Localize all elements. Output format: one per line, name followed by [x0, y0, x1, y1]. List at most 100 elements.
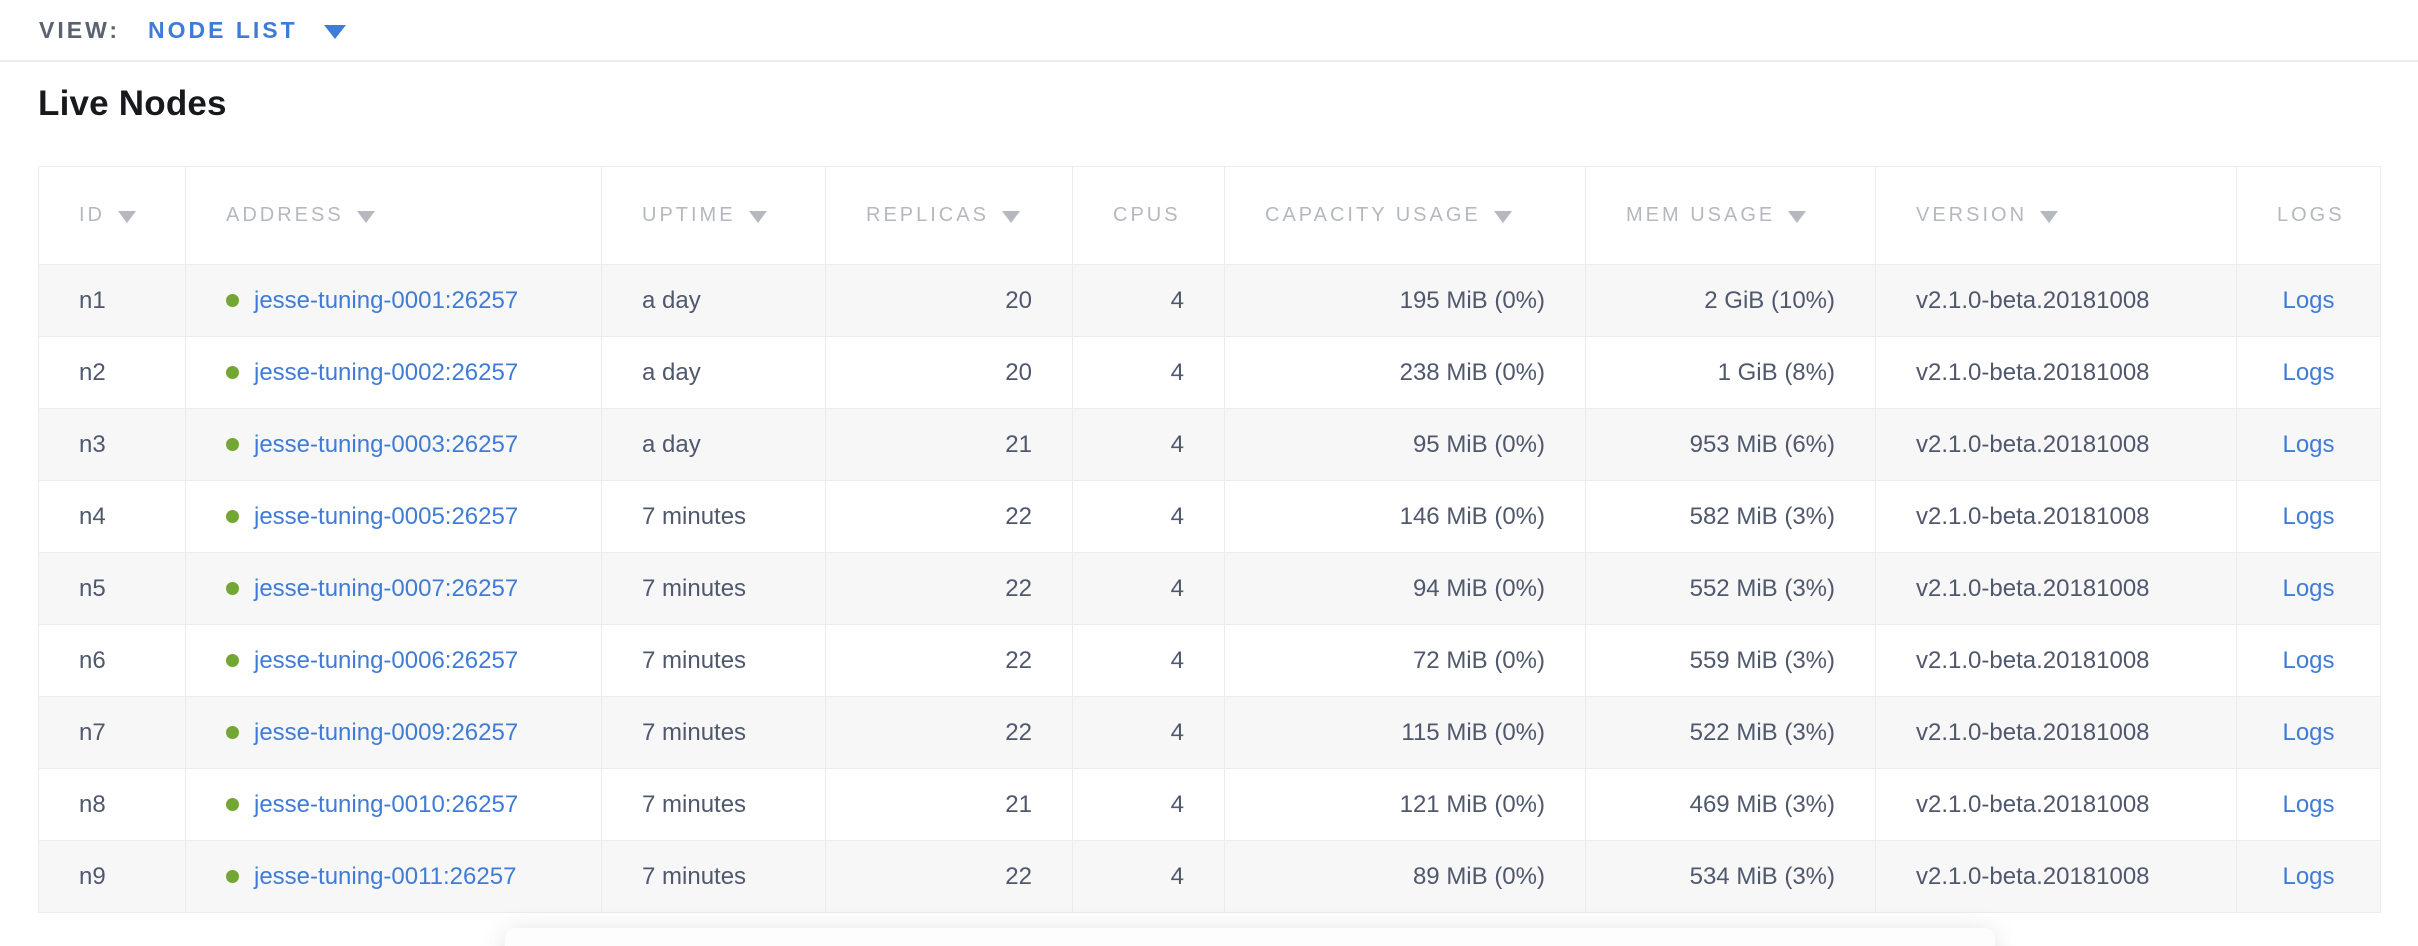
cell-mem-usage: 582 MiB (3%): [1585, 480, 1876, 553]
cell-address: jesse-tuning-0006:26257: [185, 624, 602, 697]
column-header-address[interactable]: ADDRESS: [185, 166, 602, 265]
column-header-capacity_usage[interactable]: CAPACITY USAGE: [1224, 166, 1586, 265]
column-header-id[interactable]: ID: [38, 166, 186, 265]
cell-replicas: 22: [825, 840, 1073, 913]
address-link[interactable]: jesse-tuning-0010:26257: [254, 790, 519, 818]
cell-cpus: 4: [1072, 552, 1225, 625]
table-row: n6 jesse-tuning-0006:26257 7 minutes 22 …: [38, 624, 2381, 697]
logs-link[interactable]: Logs: [2282, 502, 2335, 530]
cell-uptime: a day: [601, 264, 826, 337]
address-link[interactable]: jesse-tuning-0003:26257: [254, 430, 519, 458]
live-status-dot-icon: [226, 654, 239, 667]
cell-version: v2.1.0-beta.20181008: [1875, 552, 2237, 625]
cell-capacity-usage: 95 MiB (0%): [1224, 408, 1586, 481]
cell-uptime: 7 minutes: [601, 696, 826, 769]
cell-uptime: 7 minutes: [601, 552, 826, 625]
logs-link[interactable]: Logs: [2282, 358, 2335, 386]
sort-arrow-icon: [1493, 210, 1512, 223]
cell-id: n5: [38, 552, 186, 625]
cell-uptime: a day: [601, 408, 826, 481]
column-header-label: ADDRESS: [226, 204, 344, 226]
column-header-label: UPTIME: [642, 204, 736, 226]
main-content: Live Nodes ID ADDRESS UPTIME REPL: [0, 84, 2418, 913]
address-link[interactable]: jesse-tuning-0002:26257: [254, 358, 519, 386]
address-link[interactable]: jesse-tuning-0007:26257: [254, 574, 519, 602]
cell-address: jesse-tuning-0011:26257: [185, 840, 602, 913]
address-link[interactable]: jesse-tuning-0001:26257: [254, 286, 519, 314]
column-header-uptime[interactable]: UPTIME: [601, 166, 826, 265]
table-row: n8 jesse-tuning-0010:26257 7 minutes 21 …: [38, 768, 2381, 841]
cell-capacity-usage: 72 MiB (0%): [1224, 624, 1586, 697]
cell-id: n2: [38, 336, 186, 409]
cell-id: n6: [38, 624, 186, 697]
live-status-dot-icon: [226, 510, 239, 523]
column-header-logs[interactable]: LOGS: [2236, 166, 2381, 265]
live-status-dot-icon: [226, 366, 239, 379]
column-header-mem_usage[interactable]: MEM USAGE: [1585, 166, 1876, 265]
live-status-dot-icon: [226, 870, 239, 883]
cell-address: jesse-tuning-0002:26257: [185, 336, 602, 409]
table-row: n3 jesse-tuning-0003:26257 a day 21 4 95…: [38, 408, 2381, 481]
cell-id: n8: [38, 768, 186, 841]
column-header-label: CAPACITY USAGE: [1265, 204, 1481, 226]
cell-mem-usage: 552 MiB (3%): [1585, 552, 1876, 625]
cell-capacity-usage: 121 MiB (0%): [1224, 768, 1586, 841]
column-header-label: ID: [79, 204, 105, 226]
cell-mem-usage: 1 GiB (8%): [1585, 336, 1876, 409]
view-dropdown[interactable]: NODE LIST: [148, 17, 346, 44]
cell-capacity-usage: 94 MiB (0%): [1224, 552, 1586, 625]
logs-link[interactable]: Logs: [2282, 862, 2335, 890]
cell-uptime: 7 minutes: [601, 624, 826, 697]
cell-cpus: 4: [1072, 840, 1225, 913]
cell-logs: Logs: [2236, 768, 2381, 841]
logs-link[interactable]: Logs: [2282, 718, 2335, 746]
cell-id: n4: [38, 480, 186, 553]
logs-link[interactable]: Logs: [2282, 430, 2335, 458]
cell-replicas: 20: [825, 336, 1073, 409]
cell-address: jesse-tuning-0010:26257: [185, 768, 602, 841]
cell-version: v2.1.0-beta.20181008: [1875, 336, 2237, 409]
view-dropdown-value: NODE LIST: [148, 16, 298, 43]
cell-logs: Logs: [2236, 264, 2381, 337]
table-header-row: ID ADDRESS UPTIME REPLICAS CPUS CAPACITY…: [38, 166, 2381, 265]
cell-capacity-usage: 146 MiB (0%): [1224, 480, 1586, 553]
address-link[interactable]: jesse-tuning-0006:26257: [254, 646, 519, 674]
cell-address: jesse-tuning-0007:26257: [185, 552, 602, 625]
logs-link[interactable]: Logs: [2282, 286, 2335, 314]
cell-replicas: 20: [825, 264, 1073, 337]
cell-address: jesse-tuning-0009:26257: [185, 696, 602, 769]
cell-version: v2.1.0-beta.20181008: [1875, 624, 2237, 697]
cell-replicas: 22: [825, 624, 1073, 697]
cell-id: n9: [38, 840, 186, 913]
sort-arrow-icon: [1788, 210, 1807, 223]
cell-logs: Logs: [2236, 336, 2381, 409]
address-link[interactable]: jesse-tuning-0011:26257: [254, 862, 517, 890]
column-header-label: MEM USAGE: [1626, 204, 1776, 226]
cell-id: n3: [38, 408, 186, 481]
page-title: Live Nodes: [38, 84, 227, 123]
cell-logs: Logs: [2236, 624, 2381, 697]
column-header-version[interactable]: VERSION: [1875, 166, 2237, 265]
live-status-dot-icon: [226, 582, 239, 595]
cell-cpus: 4: [1072, 480, 1225, 553]
address-link[interactable]: jesse-tuning-0009:26257: [254, 718, 519, 746]
live-status-dot-icon: [226, 726, 239, 739]
column-header-replicas[interactable]: REPLICAS: [825, 166, 1073, 265]
cell-cpus: 4: [1072, 336, 1225, 409]
column-header-label: LOGS: [2277, 204, 2345, 226]
cell-version: v2.1.0-beta.20181008: [1875, 408, 2237, 481]
cell-version: v2.1.0-beta.20181008: [1875, 264, 2237, 337]
table-row: n9 jesse-tuning-0011:26257 7 minutes 22 …: [38, 840, 2381, 913]
sort-arrow-icon: [356, 210, 375, 223]
column-header-cpus[interactable]: CPUS: [1072, 166, 1225, 265]
logs-link[interactable]: Logs: [2282, 646, 2335, 674]
live-status-dot-icon: [226, 294, 239, 307]
table-row: n4 jesse-tuning-0005:26257 7 minutes 22 …: [38, 480, 2381, 553]
logs-link[interactable]: Logs: [2282, 574, 2335, 602]
address-link[interactable]: jesse-tuning-0005:26257: [254, 502, 519, 530]
column-header-label: VERSION: [1916, 204, 2028, 226]
table-row: n7 jesse-tuning-0009:26257 7 minutes 22 …: [38, 696, 2381, 769]
logs-link[interactable]: Logs: [2282, 790, 2335, 818]
cell-capacity-usage: 115 MiB (0%): [1224, 696, 1586, 769]
view-bar: VIEW: NODE LIST: [0, 0, 2418, 62]
